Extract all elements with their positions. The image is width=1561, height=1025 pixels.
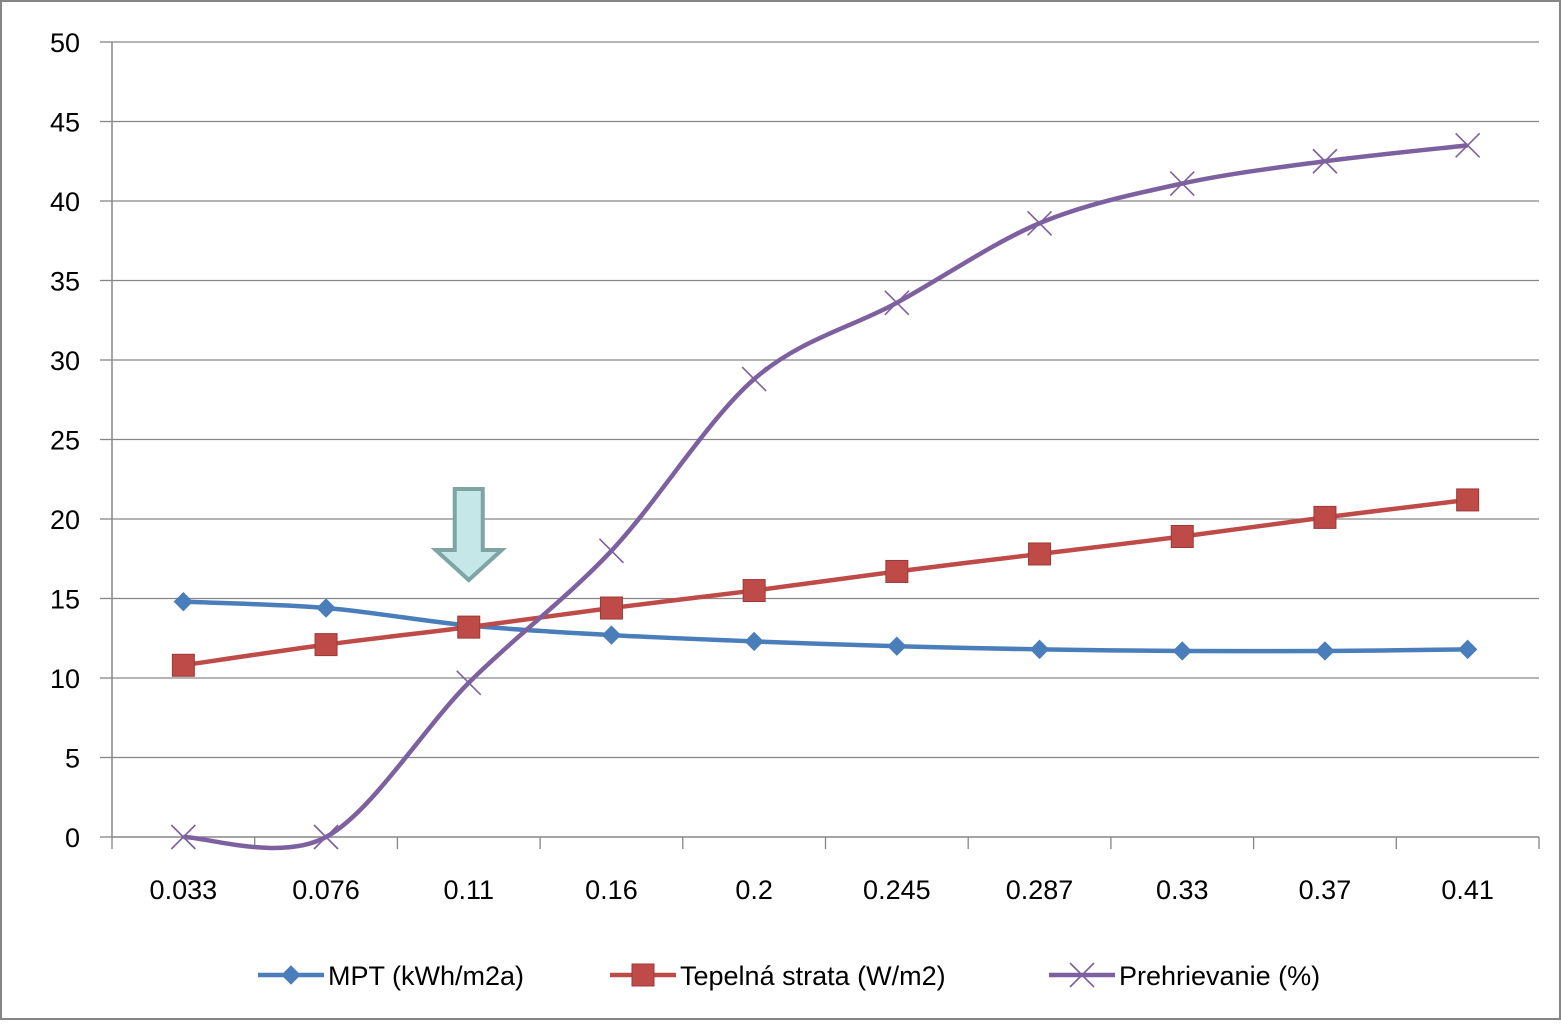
point-marker bbox=[1029, 639, 1050, 660]
point-marker bbox=[1315, 641, 1335, 661]
y-tick-label: 30 bbox=[50, 346, 80, 376]
point-marker bbox=[1456, 488, 1480, 512]
point-marker bbox=[457, 615, 481, 639]
y-tick-label: 25 bbox=[50, 426, 80, 456]
x-tick-label: 0.16 bbox=[585, 875, 638, 905]
point-marker bbox=[1026, 210, 1053, 236]
y-tick-label: 35 bbox=[50, 267, 80, 297]
point-marker bbox=[316, 598, 336, 618]
legend-item-1: MPT (kWh/m2a) bbox=[258, 961, 524, 991]
annotations bbox=[430, 487, 507, 583]
y-tick-label: 5 bbox=[65, 744, 80, 774]
series-line bbox=[183, 599, 1468, 654]
marker-stroke bbox=[1069, 962, 1095, 988]
x-axis-ticks: 0.033 0.076 0.11 0.16 0.2 0.245 0.287 0.33 0.37 0… bbox=[150, 875, 1494, 905]
y-tick-label: 40 bbox=[50, 187, 80, 217]
marker-stroke bbox=[884, 290, 910, 316]
x-tick-label: 0.11 bbox=[443, 875, 494, 905]
marker-stroke bbox=[170, 824, 196, 850]
x-tick-label: 0.33 bbox=[1156, 875, 1209, 905]
point-marker bbox=[598, 538, 625, 564]
point-marker bbox=[1170, 524, 1194, 548]
marker-stroke bbox=[1312, 148, 1338, 174]
y-tick-label: 10 bbox=[50, 664, 80, 694]
marker-stroke bbox=[456, 670, 482, 696]
x-tick-label: 0.37 bbox=[1299, 875, 1352, 905]
y-tick-label: 20 bbox=[50, 505, 80, 535]
marker-stroke bbox=[741, 366, 767, 392]
legend-item-3: Prehrievanie (%) bbox=[1049, 961, 1320, 991]
point-marker bbox=[744, 631, 764, 652]
point-marker bbox=[456, 670, 482, 696]
point-marker bbox=[742, 579, 766, 603]
point-marker bbox=[631, 963, 655, 987]
x-tick-label: 0.287 bbox=[1006, 875, 1074, 905]
x-tick-label: 0.245 bbox=[863, 875, 931, 905]
x-tick-label: 0.076 bbox=[292, 875, 360, 905]
legend-item-2: Tepelná strata (W/m2) bbox=[610, 961, 946, 991]
series-1 bbox=[173, 591, 1478, 661]
point-marker bbox=[1169, 170, 1195, 197]
point-marker bbox=[281, 965, 301, 985]
gridlines bbox=[112, 41, 1539, 759]
y-tick-label: 15 bbox=[50, 585, 80, 615]
point-marker bbox=[173, 591, 194, 612]
point-marker bbox=[1313, 505, 1337, 529]
legend-label: Prehrievanie (%) bbox=[1119, 961, 1320, 991]
point-marker bbox=[1457, 639, 1478, 660]
point-marker bbox=[170, 824, 196, 850]
point-marker bbox=[884, 290, 910, 316]
series-line bbox=[183, 143, 1468, 851]
point-marker bbox=[1028, 542, 1052, 566]
legend: MPT (kWh/m2a) Tepelná strata (W/m2) Prehri… bbox=[258, 961, 1320, 991]
point-marker bbox=[887, 636, 907, 656]
y-tick-label: 0 bbox=[65, 823, 80, 853]
axes bbox=[100, 41, 1540, 849]
marker-stroke bbox=[598, 538, 625, 564]
legend-label: MPT (kWh/m2a) bbox=[328, 961, 524, 991]
point-marker bbox=[1455, 132, 1481, 158]
marker-stroke bbox=[1026, 210, 1053, 236]
y-tick-label: 45 bbox=[50, 108, 80, 138]
legend-label: Tepelná strata (W/m2) bbox=[680, 961, 946, 991]
point-marker bbox=[601, 625, 622, 645]
series-3 bbox=[170, 132, 1481, 851]
series-group bbox=[170, 132, 1481, 851]
y-tick-label: 50 bbox=[50, 28, 80, 58]
series-line bbox=[183, 497, 1468, 668]
point-marker bbox=[599, 596, 623, 620]
point-marker bbox=[313, 824, 339, 850]
x-tick-label: 0.2 bbox=[735, 875, 773, 905]
marker-stroke bbox=[1169, 170, 1195, 197]
point-marker bbox=[741, 366, 767, 392]
point-marker bbox=[885, 559, 909, 583]
y-axis-ticks: 0 5 10 15 20 25 30 35 40 45 50 bbox=[50, 28, 80, 853]
x-tick-label: 0.41 bbox=[1441, 875, 1494, 905]
down-arrow-annotation bbox=[430, 487, 507, 583]
point-marker bbox=[314, 633, 338, 657]
point-marker bbox=[1172, 641, 1192, 661]
marker-stroke bbox=[313, 824, 339, 850]
series-2 bbox=[171, 488, 1480, 677]
x-tick-label: 0.033 bbox=[150, 875, 218, 905]
point-marker bbox=[1069, 962, 1095, 988]
point-marker bbox=[171, 653, 195, 677]
point-marker bbox=[1312, 148, 1338, 174]
marker-stroke bbox=[1455, 132, 1481, 158]
